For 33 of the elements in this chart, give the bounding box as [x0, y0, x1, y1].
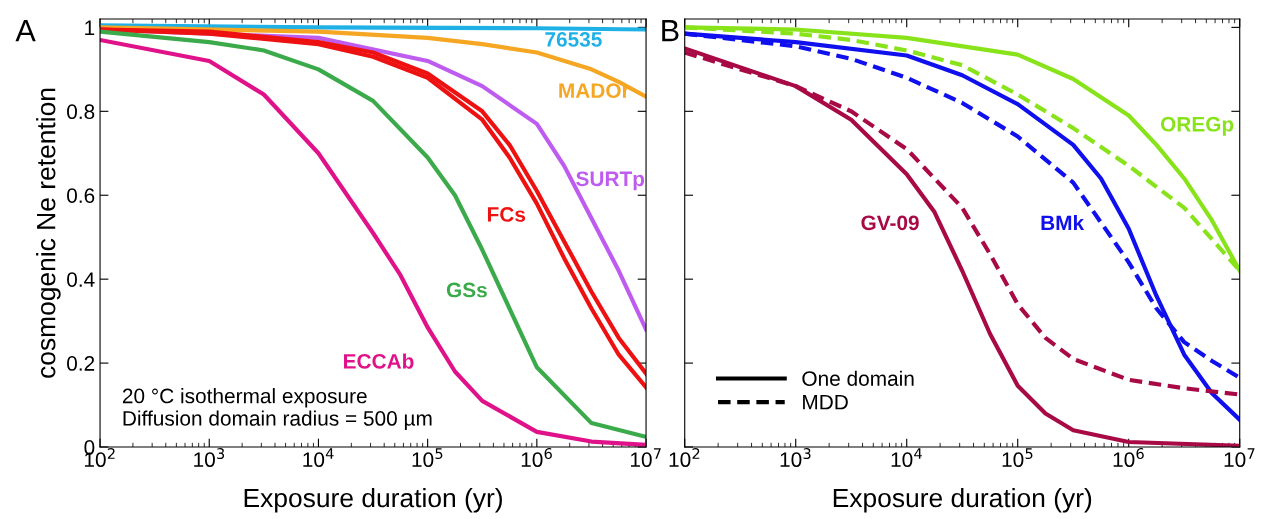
x-tick-label: 10$^{5}$	[1002, 448, 1033, 468]
series-label: OREGp	[1160, 116, 1234, 136]
x-tick-label: 10$^{2}$	[669, 448, 700, 468]
series-label: BMk	[1041, 214, 1085, 230]
annotation: MDD	[803, 395, 848, 410]
x-tick-label: 10$^{4}$	[891, 448, 922, 468]
series-label: SURTp	[576, 171, 645, 191]
x-tick-label: 10$^{7}$	[630, 448, 661, 468]
y-tick-label: 0.8	[67, 104, 95, 120]
series-label: GV-09	[861, 215, 919, 231]
y-tick-label: 1	[85, 20, 95, 35]
x-tick-label: 10$^{6}$	[1113, 448, 1144, 468]
annotation: One domain	[802, 370, 914, 386]
y-tick-label: 0.6	[67, 188, 95, 203]
x-tick-label: 10$^{7}$	[1224, 448, 1255, 468]
x-tick-label: 10$^{5}$	[412, 448, 443, 468]
x-tick-label: 10$^{3}$	[194, 448, 225, 468]
x-tick-label: 10$^{3}$	[780, 448, 811, 468]
x-axis-title: Exposure duration (yr)	[244, 487, 502, 513]
x-tick-label: 10$^{4}$	[303, 448, 334, 468]
series-label: MADOr	[559, 83, 630, 99]
series-label: FCs	[487, 207, 526, 222]
y-axis-title: cosmogenic Ne retention	[36, 88, 61, 378]
chart-title: A	[15, 20, 36, 42]
annotation: 20 °C isothermal exposure Diffusion domain radius = 500 µm	[122, 388, 432, 430]
series-label: 76535	[545, 32, 602, 47]
series-label: ECCAb	[344, 353, 414, 369]
x-axis-title: Exposure duration (yr)	[833, 487, 1092, 513]
chart-title: B	[662, 20, 679, 42]
y-tick-label: 0.4	[67, 272, 95, 287]
y-tick-label: 0.2	[67, 356, 95, 371]
series-label: GSs	[446, 282, 487, 298]
x-tick-label: 10$^{6}$	[521, 448, 552, 468]
